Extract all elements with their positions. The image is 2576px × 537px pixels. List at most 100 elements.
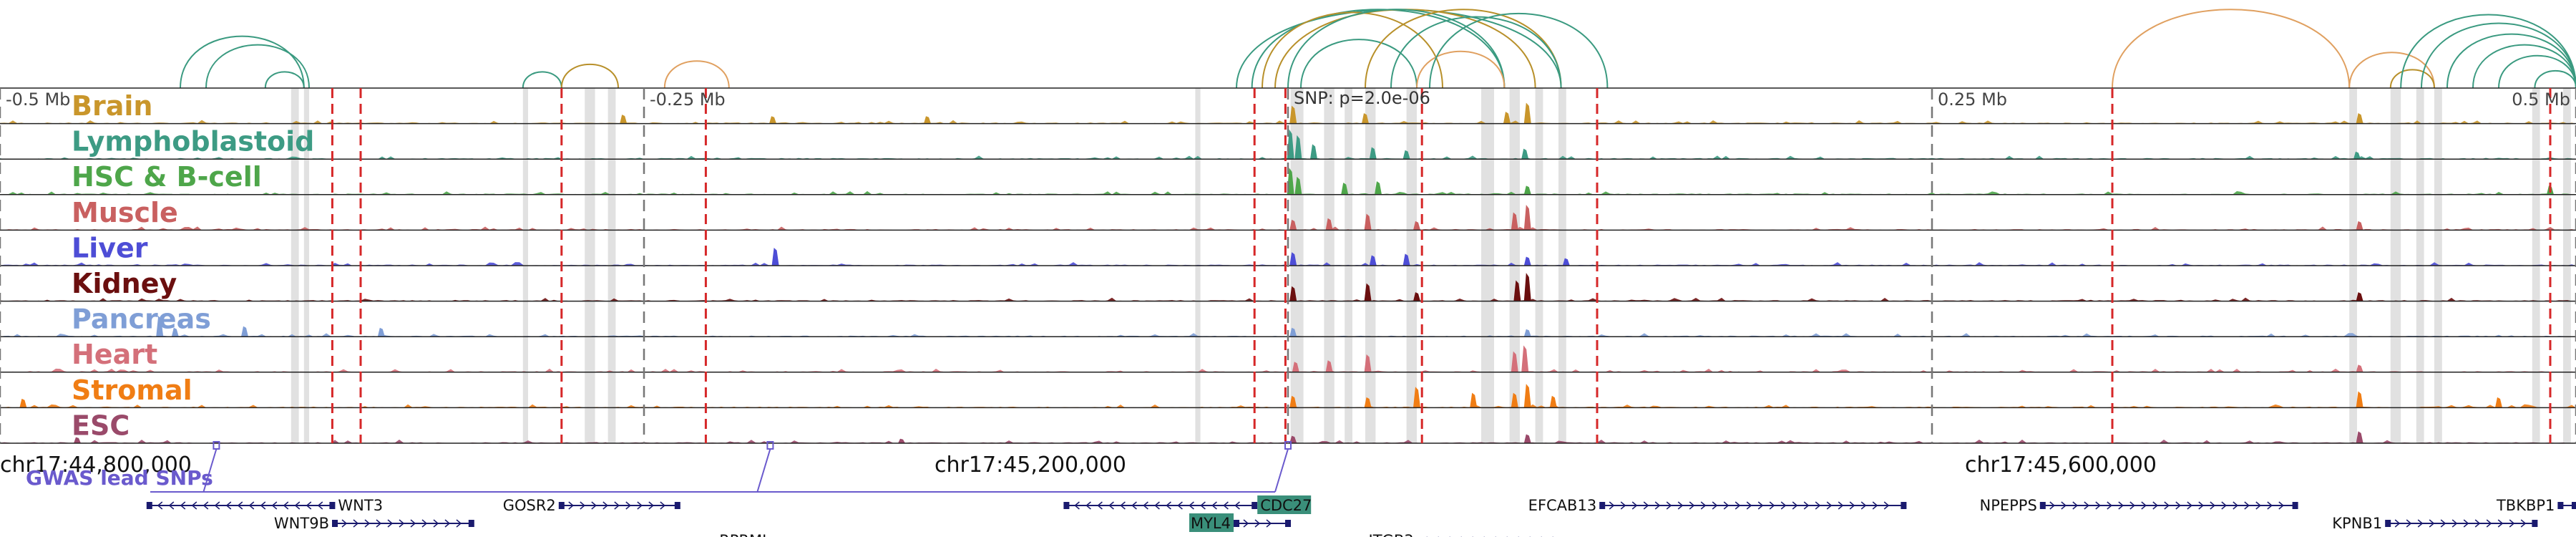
strand-arrow-icon <box>2474 519 2481 528</box>
gene-npepps: NPEPPS <box>1979 497 2298 514</box>
signal-peak <box>156 316 164 337</box>
genomic-coordinate: chr17:45,600,000 <box>1965 453 2157 478</box>
signal-peak <box>1523 205 1531 231</box>
chromatin-arc <box>2348 52 2435 89</box>
gene-exon <box>2532 520 2538 527</box>
signal-peak <box>1294 176 1302 195</box>
gwas-connector <box>756 448 771 493</box>
strand-arrow-icon <box>1097 501 1103 510</box>
strand-arrow-icon <box>1677 501 1684 510</box>
strand-arrow-icon <box>1654 501 1661 510</box>
strand-arrow-icon <box>1757 501 1764 510</box>
gene-label: MYL4 <box>1191 515 1231 532</box>
strand-arrow-icon <box>1838 501 1844 510</box>
chromatin-arc <box>663 60 730 89</box>
gwas-connector <box>203 448 218 493</box>
signal-peak <box>241 326 248 337</box>
strand-arrow-icon <box>1712 501 1718 510</box>
strand-arrow-icon <box>260 501 266 510</box>
gene-itgb3: ITGB3 <box>1369 532 1553 537</box>
strand-arrow-icon <box>237 501 243 510</box>
gene-myl4: MYL4 <box>1189 513 1291 532</box>
signal-peak <box>1511 212 1518 231</box>
strand-arrow-icon <box>214 501 220 510</box>
signal-peak <box>1402 150 1410 160</box>
gene-exon <box>558 502 565 509</box>
signal-peak <box>1513 280 1521 301</box>
strand-arrow-icon <box>614 501 620 510</box>
signal-peak <box>1413 221 1420 231</box>
chromatin-arc <box>2472 44 2576 89</box>
gene-label: RPRML <box>719 532 771 537</box>
signal-peak <box>2356 391 2363 408</box>
strand-arrow-icon <box>1723 501 1729 510</box>
track-label: Brain <box>72 90 152 122</box>
strand-arrow-icon <box>1200 501 1206 510</box>
strand-arrow-icon <box>1700 501 1707 510</box>
gene-label: EFCAB13 <box>1528 497 1597 514</box>
tick-label: 0.25 Mb <box>1938 90 2007 110</box>
gene-annotations: WNT3 WNT9B GOSR2 RPRML CDC27 MYL4 ITGB3 EFCAB13… <box>146 495 2576 537</box>
strand-arrow-icon <box>1223 501 1229 510</box>
signal-peak <box>1289 219 1297 231</box>
strand-arrow-icon <box>2451 519 2458 528</box>
strand-arrow-icon <box>1189 501 1194 510</box>
gene-label: TBKBP1 <box>2496 497 2555 514</box>
track-label: ESC <box>72 410 130 441</box>
signal-peak <box>2495 397 2502 408</box>
gene-label: WNT9B <box>274 515 329 532</box>
strand-arrow-icon <box>2463 519 2469 528</box>
signal-peak <box>1511 351 1518 372</box>
strand-arrow-icon <box>2244 501 2250 510</box>
strand-arrow-icon <box>376 519 382 528</box>
signal-peak <box>1413 292 1420 301</box>
gene-exon <box>2572 502 2576 509</box>
strand-arrow-icon <box>364 519 371 528</box>
chromatin-arc <box>522 71 562 89</box>
strand-arrow-icon <box>283 501 289 510</box>
strand-arrow-icon <box>2084 501 2089 510</box>
gene-gosr2: GOSR2 <box>503 497 680 514</box>
chromatin-loop-arcs <box>180 9 2576 89</box>
chromatin-arc <box>264 71 305 89</box>
signal-peak <box>1364 213 1372 231</box>
strand-arrow-icon <box>2164 501 2170 510</box>
genomic-coordinate: chr17:45,200,000 <box>935 453 1126 478</box>
tick-label: 0.5 Mb <box>2512 90 2570 110</box>
strand-arrow-icon <box>1620 501 1626 510</box>
strand-arrow-icon <box>625 501 631 510</box>
signal-peak <box>2353 151 2361 160</box>
gene-exon <box>674 502 680 509</box>
strand-arrow-icon <box>1860 501 1867 510</box>
chromatin-arc <box>2112 9 2351 89</box>
gene-exon <box>468 520 474 527</box>
gene-wnt3: WNT3 <box>146 497 383 514</box>
gene-exon <box>332 520 338 527</box>
genomic-axis: chr17:44,800,000 chr17:45,200,000 chr17:45… <box>0 453 2157 478</box>
strand-arrow-icon <box>602 501 608 510</box>
signal-peak <box>74 437 81 443</box>
strand-arrow-icon <box>1803 501 1810 510</box>
snp-annotation: SNP: p=2.0e-06 <box>1294 88 1430 108</box>
gene-exon <box>1252 502 1258 509</box>
strand-arrow-icon <box>1735 501 1741 510</box>
strand-arrow-icon <box>191 501 197 510</box>
strand-arrow-icon <box>2198 501 2204 510</box>
strand-arrow-icon <box>306 501 312 510</box>
gene-exon <box>2292 502 2298 509</box>
strand-arrow-icon <box>1266 519 1272 528</box>
tick-label: -0.25 Mb <box>650 90 726 110</box>
strand-arrow-icon <box>1689 501 1695 510</box>
strand-arrow-icon <box>225 501 232 510</box>
gwas-label: GWAS lead SNPs <box>26 466 213 490</box>
tick-label: -0.5 Mb <box>6 90 70 110</box>
track-label: HSC & B-cell <box>72 161 262 193</box>
track-label: Stromal <box>72 374 192 406</box>
strand-arrow-icon <box>2107 501 2112 510</box>
signal-peak <box>1375 181 1382 195</box>
chromatin-arc <box>2421 22 2576 89</box>
strand-arrow-icon <box>1872 501 1878 510</box>
strand-arrow-icon <box>2061 501 2067 510</box>
gene-exon <box>1285 520 1291 527</box>
